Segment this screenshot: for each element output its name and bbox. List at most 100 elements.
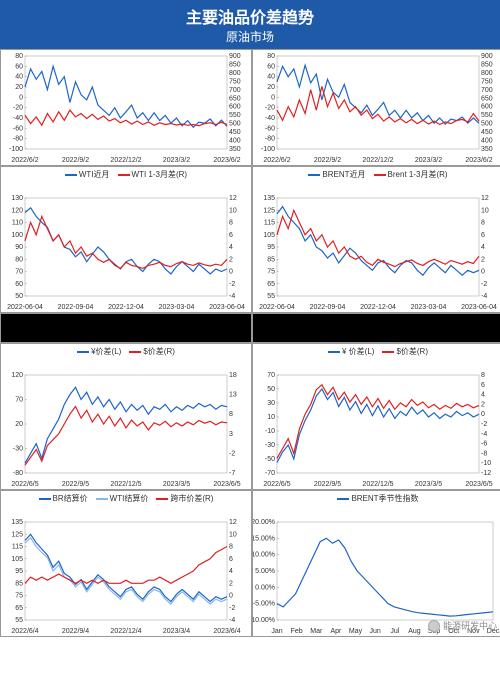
svg-text:13: 13 <box>229 392 237 399</box>
page-subtitle: 原油市场 <box>0 28 500 45</box>
legend-item: WTI 1-3月差(R) <box>118 170 188 179</box>
svg-text:105: 105 <box>11 556 23 563</box>
svg-text:2023/3/2: 2023/3/2 <box>163 157 190 164</box>
svg-text:2022/12/4: 2022/12/4 <box>110 628 141 635</box>
watermark-text: 能源研发中心 <box>443 619 497 632</box>
svg-text:0: 0 <box>19 94 23 101</box>
chart-r5c1: BR结算价WTI结算价跨市价差(R)5565758595105115125135… <box>0 490 252 637</box>
svg-text:4: 4 <box>481 244 485 251</box>
svg-text:2023/6/4: 2023/6/4 <box>213 628 240 635</box>
legend-item: ¥价差(L) <box>77 347 121 356</box>
svg-text:2022-09-04: 2022-09-04 <box>310 304 346 311</box>
blackbar-left <box>0 313 252 343</box>
svg-text:-2: -2 <box>229 450 235 457</box>
svg-text:120: 120 <box>11 207 23 214</box>
svg-text:2022/6/5: 2022/6/5 <box>263 481 290 488</box>
svg-text:12: 12 <box>229 519 237 526</box>
svg-text:-80: -80 <box>13 470 23 477</box>
svg-text:2023/6/2: 2023/6/2 <box>465 157 492 164</box>
svg-text:105: 105 <box>263 232 275 239</box>
legend-item: BRENT季节性指数 <box>337 494 418 503</box>
svg-text:2022/9/5: 2022/9/5 <box>62 481 89 488</box>
svg-text:350: 350 <box>481 146 493 153</box>
svg-text:-60: -60 <box>265 125 275 132</box>
svg-text:900: 900 <box>481 53 493 60</box>
svg-text:10: 10 <box>481 207 489 214</box>
svg-text:Jan: Jan <box>271 628 282 635</box>
svg-text:120: 120 <box>11 372 23 379</box>
svg-text:90: 90 <box>15 244 23 251</box>
svg-text:3: 3 <box>229 431 233 438</box>
svg-text:-50: -50 <box>265 456 275 463</box>
svg-text:-40: -40 <box>265 115 275 122</box>
svg-text:-2: -2 <box>229 605 235 612</box>
svg-text:2023-06-04: 2023-06-04 <box>461 304 497 311</box>
svg-text:6: 6 <box>229 232 233 239</box>
svg-text:Feb: Feb <box>291 628 303 635</box>
svg-text:-2: -2 <box>481 421 487 428</box>
svg-text:2: 2 <box>481 256 485 263</box>
svg-text:750: 750 <box>229 78 241 85</box>
svg-text:800: 800 <box>481 70 493 77</box>
watermark: 能源研发中心 <box>428 619 497 632</box>
svg-text:2022/12/5: 2022/12/5 <box>362 481 393 488</box>
svg-text:6: 6 <box>481 382 485 389</box>
legend-item: WTI结算价 <box>96 494 149 503</box>
svg-text:2022/6/4: 2022/6/4 <box>11 628 38 635</box>
chart-r4c1: ¥价差(L)$价差(R)-80-302070120-7-23813182022/… <box>0 343 252 490</box>
svg-text:650: 650 <box>481 95 493 102</box>
chart-r4c2: ¥ 价差(L)$价差(R)-70-50-30-1010305070-12-10-… <box>252 343 500 490</box>
svg-text:40: 40 <box>15 74 23 81</box>
svg-text:80: 80 <box>267 53 275 60</box>
svg-text:2022-06-04: 2022-06-04 <box>7 304 43 311</box>
svg-text:2023/3/5: 2023/3/5 <box>163 481 190 488</box>
svg-text:2022-06-04: 2022-06-04 <box>259 304 295 311</box>
svg-text:75: 75 <box>267 269 275 276</box>
svg-text:85: 85 <box>267 256 275 263</box>
svg-text:8: 8 <box>481 372 485 379</box>
legend-item: Brent 1-3月差(R) <box>374 170 448 179</box>
svg-text:500: 500 <box>229 121 241 128</box>
svg-text:-4: -4 <box>481 293 487 300</box>
svg-text:10: 10 <box>229 531 237 538</box>
svg-text:-100: -100 <box>9 146 23 153</box>
svg-text:12: 12 <box>229 195 237 202</box>
svg-text:400: 400 <box>229 138 241 145</box>
svg-text:6: 6 <box>229 556 233 563</box>
svg-text:-80: -80 <box>13 136 23 143</box>
svg-text:2022/12/5: 2022/12/5 <box>110 481 141 488</box>
svg-text:20: 20 <box>15 84 23 91</box>
svg-text:60: 60 <box>15 63 23 70</box>
chart-r2c1: WTI近月WTI 1-3月差(R)5060708090100110120130-… <box>0 166 252 313</box>
svg-text:800: 800 <box>229 70 241 77</box>
svg-text:5.00%: 5.00% <box>255 568 275 575</box>
svg-text:95: 95 <box>267 244 275 251</box>
svg-text:2022/9/2: 2022/9/2 <box>62 157 89 164</box>
svg-text:-8: -8 <box>481 450 487 457</box>
svg-text:Mar: Mar <box>310 628 323 635</box>
svg-text:Jul: Jul <box>390 628 399 635</box>
svg-text:-30: -30 <box>265 442 275 449</box>
svg-text:4: 4 <box>229 568 233 575</box>
legend-item: BR结算价 <box>39 494 88 503</box>
chart-legend: ¥ 价差(L)$价差(R) <box>253 344 500 359</box>
svg-text:40: 40 <box>267 74 275 81</box>
svg-text:10.00%: 10.00% <box>253 552 275 559</box>
svg-text:0: 0 <box>229 269 233 276</box>
svg-text:70: 70 <box>267 372 275 379</box>
svg-text:2022/6/5: 2022/6/5 <box>11 481 38 488</box>
svg-text:15.00%: 15.00% <box>253 535 275 542</box>
svg-text:-20: -20 <box>265 105 275 112</box>
svg-text:-60: -60 <box>13 125 23 132</box>
svg-text:-6: -6 <box>481 441 487 448</box>
svg-text:2022-12-04: 2022-12-04 <box>360 304 396 311</box>
svg-text:8: 8 <box>229 220 233 227</box>
svg-text:20: 20 <box>267 84 275 91</box>
svg-text:2022/6/2: 2022/6/2 <box>11 157 38 164</box>
svg-text:-4: -4 <box>229 617 235 624</box>
svg-text:20: 20 <box>15 421 23 428</box>
svg-text:2: 2 <box>481 401 485 408</box>
svg-text:50: 50 <box>267 386 275 393</box>
svg-text:130: 130 <box>11 195 23 202</box>
svg-text:55: 55 <box>15 617 23 624</box>
